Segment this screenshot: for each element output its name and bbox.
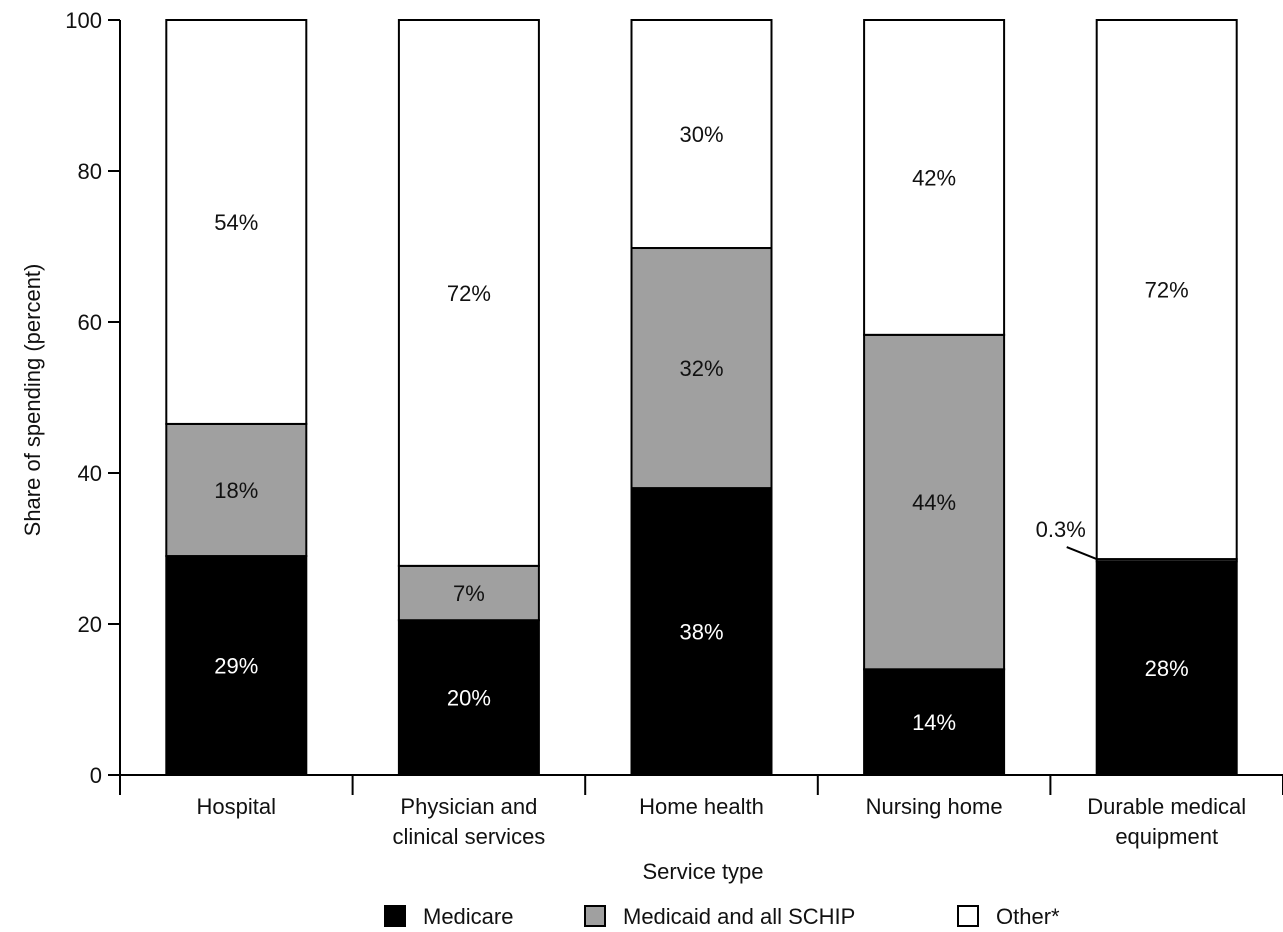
bar-segment — [397, 19, 540, 567]
data-label: 30% — [679, 122, 723, 147]
x-tick-label: Home health — [639, 794, 764, 819]
bar-segment — [1095, 560, 1238, 777]
legend-label: Medicaid and all SCHIP — [623, 904, 855, 929]
x-tick-label-line: Physician and — [400, 794, 537, 819]
y-tick-label: 100 — [65, 8, 102, 33]
data-label: 38% — [679, 620, 723, 645]
x-axis: Hospital Physician and clinical services Ho… — [120, 774, 1283, 849]
data-label: 20% — [447, 686, 491, 711]
x-tick-label: Durable medical equipment — [1087, 794, 1246, 849]
x-tick-label-line: clinical services — [392, 824, 545, 849]
x-tick-label: Physician and clinical services — [392, 794, 545, 849]
bars: 29% 18% 54% 20% 7% 72% 38% 32% 30% 14% 44% 42% 28% 0.… — [165, 19, 1238, 777]
y-tick-label: 80 — [78, 159, 102, 184]
legend: Medicare Medicaid and all SCHIP Other* — [384, 904, 1060, 929]
legend-label: Other* — [996, 904, 1060, 929]
x-tick-label-line: Hospital — [197, 794, 276, 819]
data-label: 54% — [214, 210, 258, 235]
x-tick-label: Nursing home — [866, 794, 1003, 819]
data-label: 42% — [912, 165, 956, 190]
bar-segment — [863, 668, 1006, 776]
data-label: 18% — [214, 478, 258, 503]
bar-segment — [630, 19, 773, 250]
x-tick-label-line: Home health — [639, 794, 764, 819]
y-tick-label: 0 — [90, 763, 102, 788]
legend-label: Medicare — [423, 904, 513, 929]
data-label-leader — [1066, 546, 1098, 560]
data-label: 72% — [1145, 278, 1189, 303]
bar-segment — [863, 333, 1006, 671]
y-axis-title: Share of spending (percent) — [20, 264, 45, 537]
x-axis-title: Service type — [642, 859, 763, 884]
bar-segment — [630, 487, 773, 776]
y-tick-label: 20 — [78, 612, 102, 637]
data-label: 14% — [912, 710, 956, 735]
data-label: 32% — [679, 356, 723, 381]
data-label: 28% — [1145, 656, 1189, 681]
legend-swatch — [957, 905, 979, 927]
data-label: 29% — [214, 654, 258, 679]
bar-segment — [397, 619, 540, 776]
bar-segment — [397, 564, 540, 622]
x-tick-label-line: Nursing home — [866, 794, 1003, 819]
x-tick-label-line: Durable medical — [1087, 794, 1246, 819]
bar-segment — [630, 247, 773, 490]
data-label: 0.3% — [1036, 517, 1086, 542]
x-tick-label-line: equipment — [1115, 824, 1218, 849]
x-tick-label: Hospital — [197, 794, 276, 819]
bar-segment — [165, 422, 308, 558]
bar-segment — [863, 19, 1006, 336]
legend-swatch — [384, 905, 406, 927]
y-axis: 0 20 40 60 80 100 — [65, 8, 121, 795]
bar-segment — [1095, 19, 1238, 561]
legend-swatch — [584, 905, 606, 927]
bar-segment — [165, 19, 308, 425]
data-label: 7% — [453, 581, 485, 606]
data-label: 44% — [912, 490, 956, 515]
y-tick-label: 60 — [78, 310, 102, 335]
y-tick-label: 40 — [78, 461, 102, 486]
data-label: 72% — [447, 281, 491, 306]
